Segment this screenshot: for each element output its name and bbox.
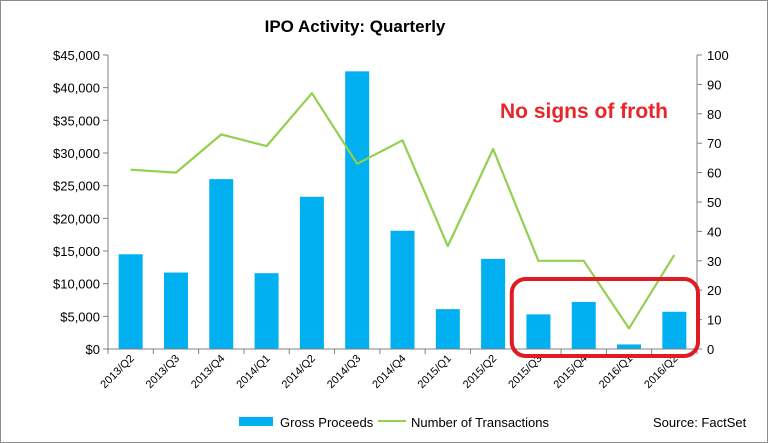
bar <box>299 196 324 349</box>
right-tick-label: 30 <box>707 254 721 269</box>
left-tick-label: $15,000 <box>53 244 100 259</box>
bar <box>481 258 506 349</box>
left-tick-label: $10,000 <box>53 277 100 292</box>
left-tick-label: $0 <box>86 342 100 357</box>
category-labels: 2013/Q2 2013/Q3 2013/Q4 2014/Q1 2014/Q2 2014/… <box>98 353 680 391</box>
category-label: 2013/Q3 <box>144 353 182 391</box>
category-label: 2015/Q1 <box>416 353 454 391</box>
bar <box>345 71 370 349</box>
bar <box>617 344 642 349</box>
bar <box>118 254 143 349</box>
legend-label-number-of-transactions: Number of Transactions <box>411 415 550 430</box>
category-label: 2015/Q4 <box>552 353 590 391</box>
bar-series-gross-proceeds <box>118 71 687 349</box>
right-tick-label: 70 <box>707 136 721 151</box>
bar <box>571 301 596 349</box>
highlight-box <box>509 277 700 358</box>
category-label: 2015/Q3 <box>506 353 544 391</box>
bar <box>163 272 188 349</box>
left-tick-label: $40,000 <box>53 81 100 96</box>
bar <box>662 311 687 349</box>
line-series-number-of-transactions <box>130 92 676 330</box>
legend-swatch-gross-proceeds <box>239 417 273 426</box>
right-tick-label: 50 <box>707 195 721 210</box>
left-tick-label: $30,000 <box>53 146 100 161</box>
right-tick-label: 90 <box>707 77 721 92</box>
right-tick-label: 0 <box>707 342 714 357</box>
category-label: 2015/Q2 <box>461 353 499 391</box>
right-tick-label: 100 <box>707 48 729 63</box>
bar <box>526 314 551 349</box>
bar <box>254 273 279 349</box>
category-label: 2014/Q2 <box>280 353 318 391</box>
right-tick-label: 20 <box>707 283 721 298</box>
right-axis: 0 10 20 30 40 50 60 70 80 90 100 <box>697 48 729 357</box>
legend-label-gross-proceeds: Gross Proceeds <box>280 415 374 430</box>
right-tick-label: 60 <box>707 166 721 181</box>
left-tick-label: $45,000 <box>53 48 100 63</box>
left-tick-label: $20,000 <box>53 211 100 226</box>
left-tick-label: $5,000 <box>60 309 100 324</box>
chart-title: IPO Activity: Quarterly <box>265 17 446 36</box>
category-label: 2014/Q1 <box>234 353 272 391</box>
right-tick-label: 10 <box>707 313 721 328</box>
right-tick-label: 40 <box>707 224 721 239</box>
category-label: 2013/Q4 <box>189 353 227 391</box>
category-label: 2014/Q4 <box>370 353 408 391</box>
source-note: Source: FactSet <box>653 415 747 430</box>
legend: Gross Proceeds Number of Transactions <box>239 415 550 430</box>
left-tick-label: $25,000 <box>53 179 100 194</box>
bar <box>390 230 415 349</box>
right-tick-label: 80 <box>707 107 721 122</box>
left-axis: $0 $5,000 $10,000 $15,000 $20,000 $25,000 $30,… <box>53 48 108 357</box>
annotation-text: No signs of froth <box>500 100 668 123</box>
category-label: 2014/Q3 <box>325 353 363 391</box>
category-label: 2016/Q1 <box>597 353 635 391</box>
category-label: 2016/Q2 <box>642 353 680 391</box>
left-tick-label: $35,000 <box>53 113 100 128</box>
bar <box>435 309 460 349</box>
category-label: 2013/Q2 <box>98 353 136 391</box>
bar <box>209 179 234 349</box>
